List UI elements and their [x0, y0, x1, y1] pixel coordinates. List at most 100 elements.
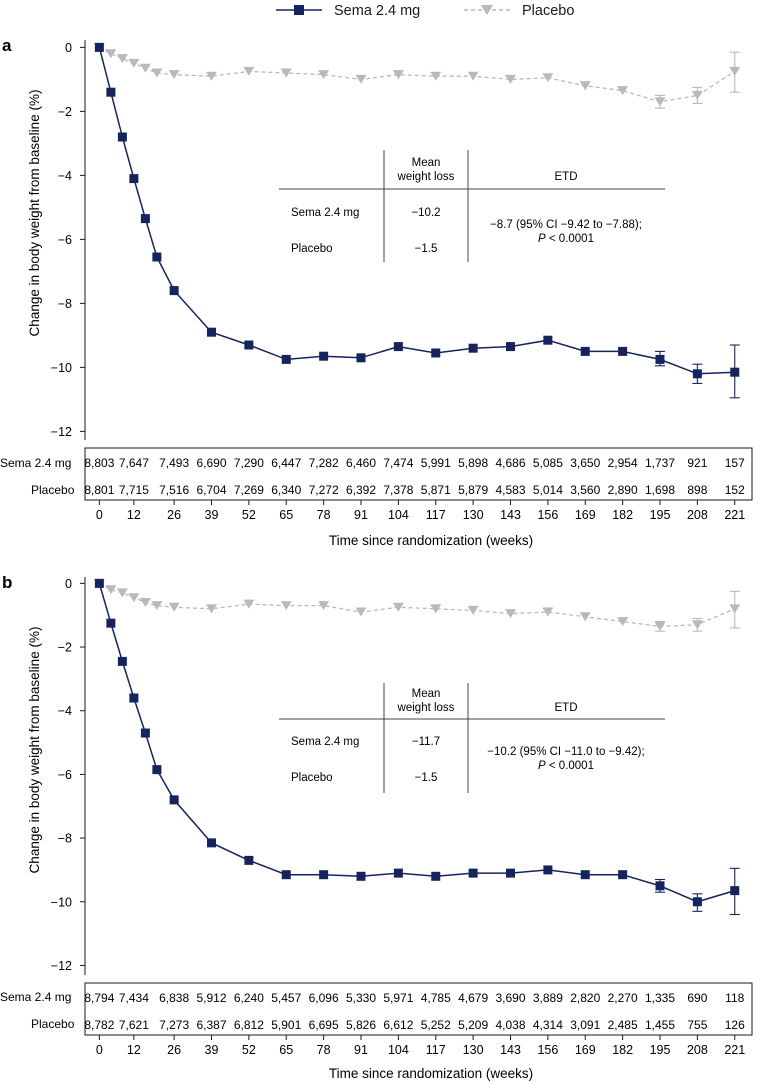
panel-a-placebo-point [243, 66, 255, 76]
panel-a-risk-placebo-label: Placebo [31, 483, 75, 497]
panel-a-x-tick-label: 52 [242, 508, 256, 522]
panel-a-x-tick-label: 143 [500, 508, 521, 522]
panel-a-risk-numbers: 8,803 8,801 7,647 7,715 7,493 7,516 6,690 6,704… [84, 456, 745, 497]
panel-a-sema-point [431, 348, 441, 358]
panel-b-risk-sema-count: 1,335 [645, 991, 675, 1005]
panel-a-risk-placebo-count: 5,014 [533, 483, 563, 497]
panel-b-sema-point [506, 868, 515, 878]
panel-a-placebo-point [505, 74, 516, 84]
panel-a-risk-placebo-count: 7,378 [383, 483, 413, 497]
panel-a-y-tick-label: −8 [58, 297, 72, 311]
p-italic: P [538, 760, 546, 772]
panel-a-placebo-line [99, 46, 736, 103]
panel-a-x-tick-label: 182 [612, 508, 633, 522]
panel-b-y-tick-label: −8 [58, 832, 72, 846]
panel-a-y-tick-label: −6 [58, 233, 72, 247]
panel-a-risk-sema-label: Sema 2.4 mg [0, 456, 71, 470]
panel-b-risk-sema-count: 690 [687, 991, 707, 1005]
panel-a-inset-etd-line2: P < 0.0001 [538, 233, 594, 245]
panel-b-x-tick-label: 208 [687, 1043, 708, 1057]
panel-a-placebo-point [392, 70, 404, 80]
panel-a-y-tick-label: 0 [65, 41, 72, 55]
panel-b-placebo-point [430, 604, 442, 614]
panel-a-risk-sema-count: 6,460 [346, 456, 376, 470]
panel-a-sema-point [106, 87, 116, 97]
panel-a-risk-sema-count: 7,290 [234, 456, 264, 470]
panel-a-risk-sema-count: 157 [725, 456, 745, 470]
panel-b-risk-sema-count: 5,457 [271, 991, 301, 1005]
p-italic: P [538, 233, 546, 245]
panel-a-y-tick-label: −12 [51, 425, 72, 439]
panel-b-y-tick-label: 0 [65, 577, 72, 591]
panel-b-placebo-point [128, 593, 140, 603]
panel-a-risk-sema-count: 1,737 [645, 456, 675, 470]
panel-a-inset-table: Mean weight loss ETD Sema 2.4 mg −10.2 P… [279, 150, 665, 262]
panel-b-risk-placebo-count: 6,695 [309, 1018, 339, 1032]
panel-b-y-tick-label: −6 [58, 768, 72, 782]
panel-a-y-tick-label: −10 [51, 361, 72, 375]
panel-b-placebo-point [206, 604, 217, 614]
panel-b-sema-point [618, 870, 628, 880]
panel-a-risk-placebo-count: 898 [687, 483, 707, 497]
panel-b-inset-etd-line2: P < 0.0001 [538, 760, 594, 772]
panel-b-risk-sema-count: 4,785 [421, 991, 451, 1005]
panel-a-placebo-point [579, 81, 591, 91]
panel-b-risk-sema-count: 4,679 [458, 991, 488, 1005]
p-value: < 0.0001 [546, 760, 594, 772]
panel-a-risk-placebo-count: 7,269 [234, 483, 264, 497]
panel-a-x-tick-label: 156 [537, 508, 558, 522]
panel-b-sema-point [730, 886, 740, 896]
legend-sema-label: Sema 2.4 mg [334, 3, 420, 19]
panel-b-x-axis-title: Time since randomization (weeks) [329, 1066, 533, 1081]
panel-a-x-tick-label: 221 [724, 508, 745, 522]
panel-b-x-tick-label: 104 [388, 1043, 409, 1057]
panel-b-risk-placebo-count: 5,826 [346, 1018, 376, 1032]
panel-b-sema-point [319, 870, 329, 880]
panel-b-sema-point [169, 795, 179, 805]
panel-b-x-tick-label: 182 [612, 1043, 633, 1057]
panel-a-x-tick-label: 195 [650, 508, 671, 522]
panel-b-x-tick-label: 195 [650, 1043, 671, 1057]
panel-a-risk-placebo-count: 6,340 [271, 483, 301, 497]
panel-a-sema-point [580, 346, 590, 356]
panel-b-x-tick-label: 52 [242, 1043, 256, 1057]
panel-b-risk-sema-count: 2,270 [608, 991, 638, 1005]
panel-b-risk-sema-count: 6,096 [309, 991, 339, 1005]
panel-b-x-tick-label: 91 [354, 1043, 368, 1057]
panel-b-series [93, 578, 741, 916]
panel-b-placebo-point [168, 602, 180, 612]
legend-sema-marker-icon [294, 5, 304, 15]
panel-b-risk-placebo-count: 5,901 [271, 1018, 301, 1032]
panel-b-risk-placebo-count: 1,455 [645, 1018, 675, 1032]
panel-b-placebo-point [729, 604, 741, 614]
panel-a-risk-sema-count: 6,447 [271, 456, 301, 470]
panel-a-x-tick-label: 104 [388, 508, 409, 522]
panel-a-risk-sema-count: 2,954 [608, 456, 638, 470]
panel-b-risk-placebo-count: 7,273 [159, 1018, 189, 1032]
panel-b-placebo-point [505, 609, 516, 619]
panel-b-placebo-point [392, 602, 404, 612]
panel-b-x-tick-label: 26 [167, 1043, 181, 1057]
panel-a-series [93, 42, 741, 399]
panel-a-placebo-point [467, 71, 479, 81]
panel-a-sema-point [129, 174, 139, 184]
panel-b-placebo-point [105, 585, 117, 595]
panel-b-sema-point [281, 870, 291, 880]
panel-a-x-tick-label: 208 [687, 508, 708, 522]
panel-a-sema-line [98, 47, 735, 375]
panel-b-inset-row1-value: −11.7 [412, 736, 440, 748]
panel-b-placebo-point [691, 620, 703, 630]
panel-a-risk-sema-count: 921 [687, 456, 707, 470]
panel-b-inset-col-mean-2: weight loss [397, 702, 455, 714]
panel-a-risk-placebo-count: 6,392 [346, 483, 376, 497]
panel-a-x-tick-label: 117 [426, 508, 446, 522]
panel-b-placebo-point [139, 597, 151, 607]
panel-b-sema-point [393, 868, 403, 878]
panel-a-risk-sema-count: 4,686 [495, 456, 525, 470]
panel-a-risk-sema-count: 5,085 [533, 456, 563, 470]
panel-b-sema-point [468, 868, 478, 878]
panel-b-risk-placebo-label: Placebo [31, 1017, 75, 1031]
panel-a-risk-placebo-count: 5,879 [458, 483, 488, 497]
panel-a-y-axis-title: Change in body weight from baseline (%) [27, 90, 42, 337]
panel-a-sema-point [356, 353, 366, 363]
